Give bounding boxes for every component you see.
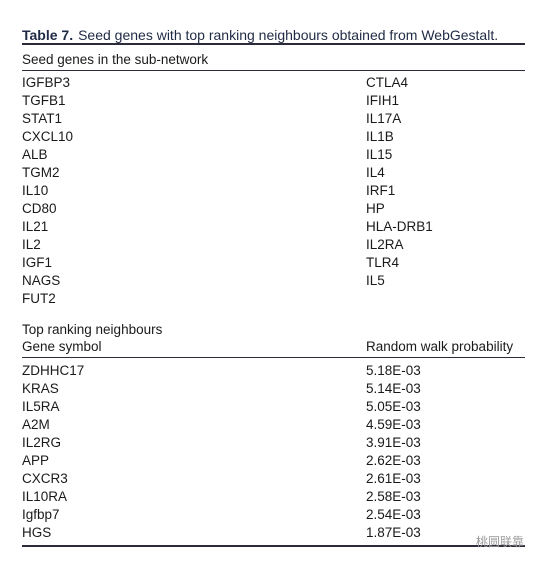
seed-gene: IL4 [366,165,385,180]
seed-gene: NAGS [22,273,61,288]
gene-symbol: IL5RA [22,399,60,414]
probability: 5.18E-03 [366,363,421,378]
seed-gene: ALB [22,147,48,162]
probability: 2.62E-03 [366,453,421,468]
probability: 2.58E-03 [366,489,421,504]
caption: Table 7. Seed genes with top ranking neig… [22,27,498,43]
bottom-rule [22,545,525,547]
probability: 3.91E-03 [366,435,421,450]
seed-gene: IL21 [22,219,49,234]
top-rule [22,43,525,45]
seed-gene: CXCL10 [22,129,74,144]
seed-gene: IGF1 [22,255,53,270]
seed-gene: IL17A [366,111,402,126]
seed-gene: IL5 [366,273,385,288]
seed-gene: IL2RA [366,237,404,252]
seed-gene: IL1B [366,129,394,144]
caption-text: Seed genes with top ranking neighbours o… [78,27,499,43]
seed-gene: IRF1 [366,183,396,198]
gene-symbol: ZDHHC17 [22,363,85,378]
seed-gene: IGFBP3 [22,75,71,90]
gene-symbol: HGS [22,525,52,540]
rule [22,357,525,358]
gene-symbol: A2M [22,417,50,432]
seed-gene: IL10 [22,183,49,198]
gene-symbol: KRAS [22,381,59,396]
probability: 2.54E-03 [366,507,421,522]
seed-gene: IL15 [366,147,393,162]
caption-label: Table 7. [22,27,74,43]
seed-gene: CTLA4 [366,75,409,90]
gene-symbol: IL2RG [22,435,62,450]
probability: 2.61E-03 [366,471,421,486]
rule [22,70,525,71]
probability: 5.14E-03 [366,381,421,396]
seed-gene: TGFB1 [22,93,66,108]
probability: 1.87E-03 [366,525,421,540]
section-title: Seed genes in the sub-network [22,52,209,67]
seed-gene: IL2 [22,237,41,252]
seed-gene: TLR4 [366,255,400,270]
gene-symbol: IL10RA [22,489,68,504]
probability: 5.05E-03 [366,399,421,414]
probability: 4.59E-03 [366,417,421,432]
watermark: 桃圆联靠 [475,535,524,549]
gene-symbol: APP [22,453,50,468]
seed-gene: CD80 [22,201,57,216]
seed-gene: HP [366,201,385,216]
seed-gene: STAT1 [22,111,63,126]
seed-gene: FUT2 [22,291,56,306]
seed-gene: TGM2 [22,165,60,180]
seed-gene: HLA-DRB1 [366,219,433,234]
gene-symbol: Igfbp7 [22,507,60,522]
column-header: Random walk probability [366,339,514,354]
seed-gene: IFIH1 [366,93,400,108]
gene-symbol: CXCR3 [22,471,68,486]
section-title: Top ranking neighbours [22,322,163,337]
column-header: Gene symbol [22,339,102,354]
